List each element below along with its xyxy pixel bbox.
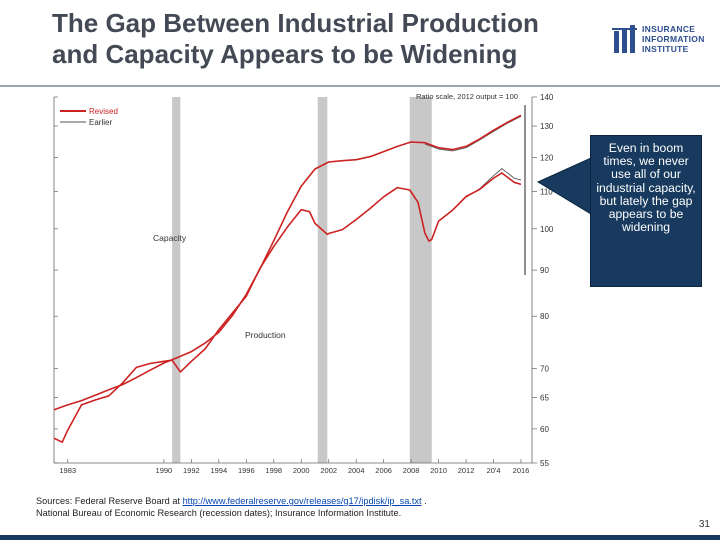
x-tick-label-2004: 2004 [348, 466, 365, 474]
callout-pointer [536, 157, 592, 215]
data-series [53, 114, 522, 443]
callout-box: Even in boom times, we never use all of … [590, 135, 702, 287]
recession-bands [172, 97, 432, 463]
x-tick-label-1992: 1992 [183, 466, 200, 474]
legend-earlier-label: Earlier [89, 118, 112, 127]
y-tick-label-100: 100 [540, 225, 554, 234]
scale-note: Ratio scale, 2012 output = 100 [416, 92, 518, 101]
recession-band-1 [172, 97, 181, 463]
slide-title-line-1: The Gap Between Industrial Production [52, 8, 539, 38]
x-tick-label-1990: 1990 [156, 466, 173, 474]
legend-revised-label: Revised [89, 107, 118, 116]
sources-prefix: Sources: Federal Reserve Board at [36, 496, 183, 506]
y-tick-label-65: 65 [540, 394, 549, 403]
x-tick-label-1994: 1994 [210, 466, 227, 474]
logo-line-1: INSURANCE [642, 24, 696, 34]
x-tick-label-1996: 1996 [238, 466, 255, 474]
logo-line-2: INFORMATION [642, 34, 705, 44]
y-tick-label-55: 55 [540, 459, 549, 468]
production-series-label: Production [245, 330, 286, 340]
y-tick-label-140: 140 [540, 93, 554, 102]
recession-band-2 [317, 97, 328, 463]
x-tick-label-2014: 20'4 [487, 466, 501, 474]
slide-title-line-2: and Capacity Appears to be Widening [52, 39, 518, 69]
x-tick-label-2010: 2010 [430, 466, 447, 474]
footer-bar [0, 535, 720, 540]
y-tick-label-120: 120 [540, 153, 554, 162]
callout-text: Even in boom times, we never use all of … [596, 141, 696, 235]
recession-band-3 [409, 97, 432, 463]
iii-logo-icon [612, 25, 637, 53]
x-tick-label-2006: 2006 [375, 466, 392, 474]
x-tick-label-2002: 2002 [320, 466, 337, 474]
chart-frame [53, 97, 533, 464]
sources-note: Sources: Federal Reserve Board at http:/… [36, 496, 596, 519]
x-tick-label-1983: 1983 [59, 466, 76, 474]
y-tick-label-70: 70 [540, 365, 549, 374]
capacity-earlier-line [424, 115, 522, 152]
sources-link[interactable]: http://www.federalreserve.gov/releases/g… [182, 496, 422, 506]
slide-title: The Gap Between Industrial Production an… [52, 8, 592, 70]
logo-line-3: INSTITUTE [642, 44, 689, 54]
capacity-series-label: Capacity [153, 233, 187, 243]
y-tick-label-110: 110 [540, 187, 553, 196]
insurance-information-institute-logo: INSURANCE INFORMATION INSTITUTE [612, 24, 712, 58]
y-tick-label-60: 60 [540, 425, 549, 434]
axis-ticks: 55 60 65 70 80 90 100 110 120 130 140 1983 1990 1992 1… [54, 93, 554, 474]
sources-line-2: National Bureau of Economic Research (re… [36, 507, 402, 518]
page-number: 31 [698, 519, 710, 530]
y-tick-label-80: 80 [540, 312, 549, 321]
y-tick-label-90: 90 [540, 266, 549, 275]
sources-suffix: . [421, 496, 427, 506]
x-tick-label-2008: 2008 [403, 466, 420, 474]
capacity-revised-line [53, 114, 522, 411]
x-tick-label-2012: 2012 [458, 466, 475, 474]
x-tick-label-1998: 1998 [265, 466, 282, 474]
production-revised-line [53, 172, 522, 443]
header-rule [0, 85, 720, 87]
capacity-production-chart: 55 60 65 70 80 90 100 110 120 130 140 1983 1990 1992 1… [53, 92, 554, 474]
x-tick-label-2000: 2000 [293, 466, 310, 474]
x-tick-label-2016: 2016 [513, 466, 530, 474]
logo-text: INSURANCE INFORMATION INSTITUTE [642, 24, 705, 54]
y-tick-label-130: 130 [540, 122, 554, 131]
chart-annotations: Ratio scale, 2012 output = 100 Revised E… [60, 92, 526, 340]
